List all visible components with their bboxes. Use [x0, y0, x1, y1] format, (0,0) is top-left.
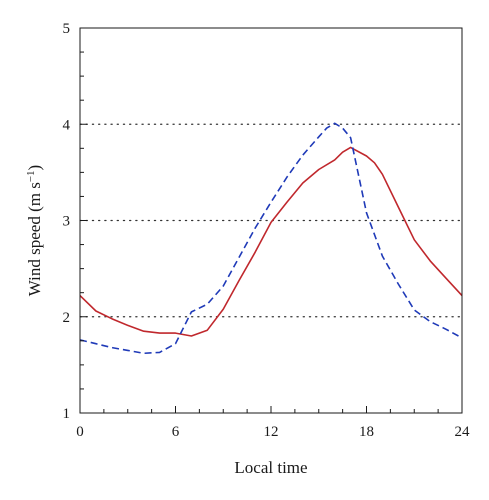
x-tick-label-24: 24	[455, 424, 471, 440]
series-layer	[79, 122, 463, 355]
y-axis-title: Wind speed (m s−1)	[25, 165, 44, 296]
grid-lines	[79, 123, 463, 318]
series-line-dashed	[79, 122, 463, 355]
y-tick-label-3: 3	[63, 214, 71, 230]
x-axis-title: Local time	[234, 458, 307, 477]
axis-ticks	[79, 27, 463, 414]
y-tick-label-5: 5	[63, 21, 71, 37]
x-tick-label-18: 18	[359, 424, 374, 440]
x-tick-label-12: 12	[264, 424, 279, 440]
y-tick-label-1: 1	[63, 406, 71, 422]
y-tick-label-2: 2	[63, 310, 71, 326]
x-tick-label-6: 6	[172, 424, 180, 440]
y-tick-label-4: 4	[63, 117, 71, 133]
x-tick-label-0: 0	[76, 424, 84, 440]
series-line-solid	[79, 146, 463, 337]
